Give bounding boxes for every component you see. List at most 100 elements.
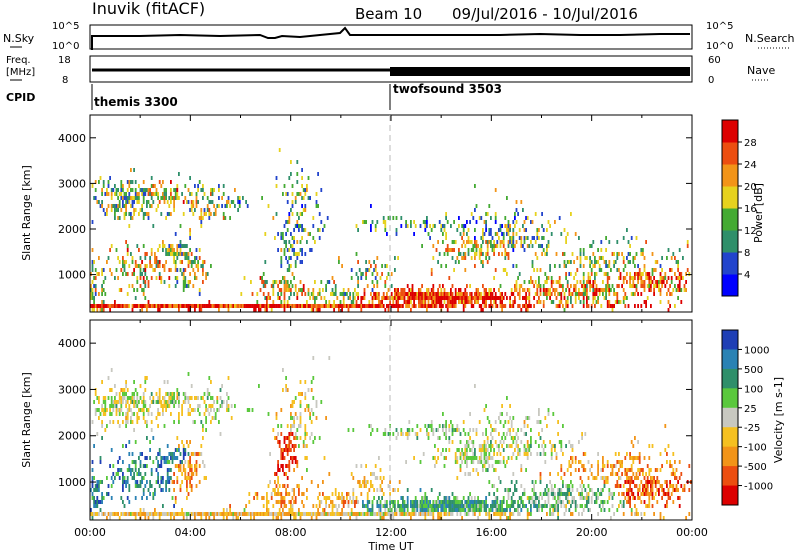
range-gate-cell [189,192,191,196]
range-gate-cell [146,204,148,208]
range-gate-cell [302,444,305,448]
range-gate-cell [437,448,439,452]
range-gate-cell [173,304,175,308]
range-gate-cell [678,460,681,464]
range-gate-cell [294,304,297,308]
range-gate-cell [368,304,371,308]
range-gate-cell [554,496,556,500]
range-gate-cell [650,476,652,480]
range-gate-cell [293,416,295,420]
range-gate-cell [291,200,294,204]
range-gate-cell [472,428,475,432]
range-gate-cell [450,296,452,300]
range-gate-cell [445,292,447,296]
range-gate-cell [184,512,187,516]
range-gate-cell [133,196,135,200]
range-gate-cell [531,264,534,268]
range-gate-cell [299,420,302,424]
range-gate-cell [322,508,324,512]
range-gate-cell [298,508,300,512]
range-gate-cell [470,300,473,304]
range-gate-cell [571,484,574,488]
range-gate-cell [459,432,462,436]
range-gate-cell [163,380,166,384]
range-gate-cell [410,220,412,224]
range-gate-cell [181,260,183,264]
range-gate-cell [90,304,92,308]
range-gate-cell [480,260,483,264]
range-gate-cell [122,304,124,308]
range-gate-cell [546,288,548,292]
range-gate-cell [397,296,399,300]
range-gate-cell [523,236,526,240]
range-gate-cell [389,492,391,496]
range-gate-cell [187,396,190,400]
range-gate-cell [435,300,438,304]
range-gate-cell [413,508,415,512]
range-gate-cell [192,472,195,476]
range-gate-cell [126,304,129,308]
range-gate-cell [237,516,239,520]
range-gate-cell [602,256,604,260]
range-gate-cell [158,392,161,396]
range-gate-cell [502,296,505,300]
range-gate-cell [365,268,367,272]
range-gate-cell [638,484,641,488]
range-gate-cell [264,512,267,516]
range-gate-cell [296,160,299,164]
range-gate-cell [317,496,319,500]
range-gate-cell [490,244,492,248]
range-gate-cell [621,284,623,288]
range-gate-cell [210,212,212,216]
range-gate-cell [173,200,175,204]
range-gate-cell [424,512,427,516]
range-gate-cell [509,228,511,232]
range-gate-cell [674,284,676,288]
range-gate-cell [493,288,495,292]
range-gate-cell [360,484,363,488]
range-gate-cell [291,248,294,252]
range-gate-cell [426,496,428,500]
range-gate-cell [430,300,433,304]
range-gate-cell [664,276,667,280]
range-gate-cell [176,276,179,280]
range-gate-cell [539,480,542,484]
range-gate-cell [531,280,534,284]
range-gate-cell [506,516,508,520]
range-gate-cell [112,512,115,516]
range-gate-cell [205,420,207,424]
range-gate-cell [546,252,548,256]
range-gate-cell [293,456,295,460]
range-gate-cell [674,304,676,308]
range-gate-cell [350,500,353,504]
range-gate-cell [299,248,302,252]
range-gate-cell [600,468,603,472]
range-gate-cell [574,460,577,464]
range-gate-cell [386,500,388,504]
range-gate-cell [162,476,164,480]
range-gate-cell [376,256,379,260]
range-gate-cell [341,508,343,512]
range-gate-cell [128,468,131,472]
range-gate-cell [195,460,198,464]
range-gate-cell [248,512,251,516]
range-gate-cell [558,500,561,504]
range-gate-cell [454,456,457,460]
range-gate-cell [158,412,161,416]
range-gate-cell [114,304,116,308]
range-gate-cell [448,512,451,516]
range-gate-cell [376,428,379,432]
range-gate-cell [595,300,598,304]
range-gate-cell [315,296,318,300]
range-gate-cell [275,280,278,284]
range-gate-cell [669,484,671,488]
range-gate-cell [432,292,435,296]
range-gate-cell [304,192,307,196]
range-gate-cell [189,228,191,232]
range-gate-cell [520,468,523,472]
range-gate-cell [549,472,551,476]
range-gate-cell [133,460,135,464]
range-gate-cell [282,304,284,308]
range-gate-cell [189,412,191,416]
